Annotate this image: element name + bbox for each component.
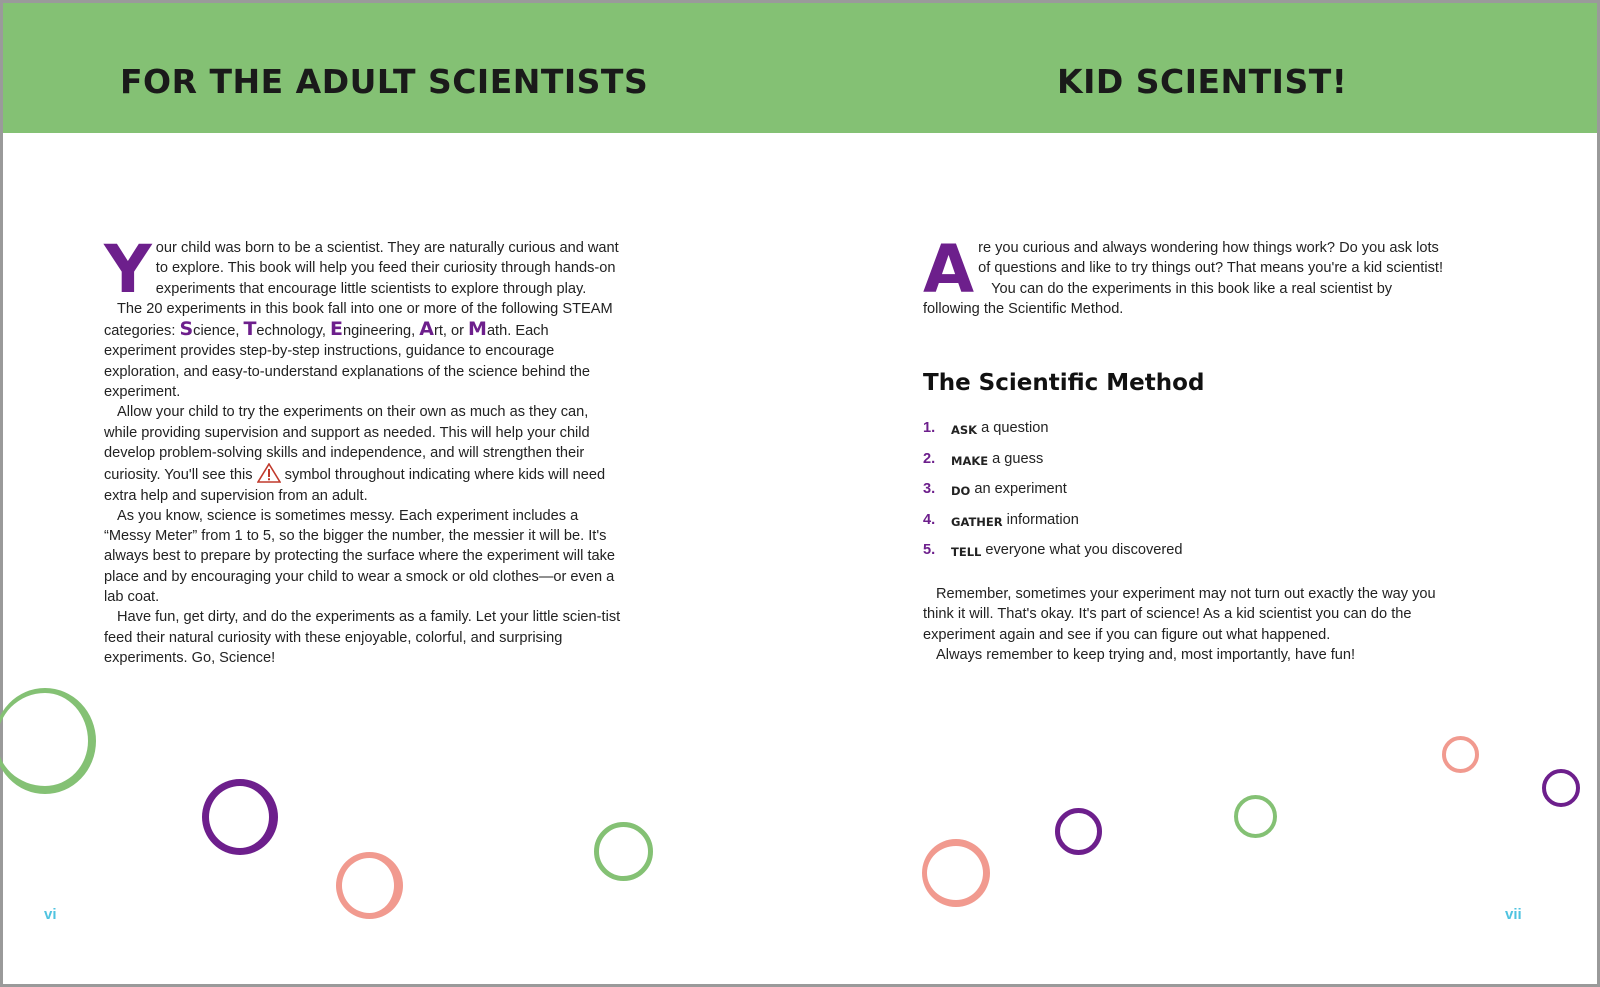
paragraph: Always remember to keep trying and, most… (936, 646, 1356, 663)
green-circle-decoration (0, 688, 96, 794)
list-item: 5. TELL everyone what you discovered (923, 542, 1183, 559)
list-item: 1. ASK a question (923, 420, 1049, 437)
section-heading: The Scientific Method (923, 370, 1205, 396)
scientific-method-steps: 1. ASK a question 2. MAKE a guess 3. DO an exp… (923, 420, 1183, 573)
green-circle-decoration (1234, 795, 1277, 838)
page-number-left: vi (44, 906, 57, 923)
header-band (3, 3, 1597, 133)
pink-circle-decoration (336, 852, 403, 919)
paragraph: Allow your child to try the experiments … (104, 404, 606, 504)
drop-cap: A (923, 231, 975, 308)
purple-circle-decoration (1542, 769, 1580, 807)
right-page-title: KID SCIENTIST! (1057, 62, 1348, 101)
paragraph: Have fun, get dirty, and do the experime… (104, 609, 621, 666)
pink-circle-decoration (1442, 736, 1479, 773)
steam-list: Science, Technology, Engineering, Art, o… (179, 318, 512, 341)
paragraph: The 20 experiments in this book fall int… (104, 300, 613, 401)
warning-triangle-icon (256, 463, 281, 484)
list-item: 4. GATHER information (923, 511, 1079, 529)
page-number-right: vii (1505, 906, 1522, 923)
paragraph: You can do the experiments in this book … (923, 280, 1393, 317)
green-circle-decoration (594, 822, 653, 881)
pink-circle-decoration (922, 839, 990, 907)
purple-circle-decoration (1055, 808, 1102, 855)
right-page-closing: Remember, sometimes your experiment may … (923, 584, 1443, 665)
list-item: 2. MAKE a guess (923, 450, 1044, 468)
paragraph: Remember, sometimes your experiment may … (923, 586, 1436, 643)
paragraph: As you know, science is sometimes messy.… (104, 507, 616, 606)
drop-cap: Y (104, 231, 152, 308)
purple-circle-decoration (202, 779, 278, 855)
left-page-title: FOR THE ADULT SCIENTISTS (120, 62, 649, 101)
list-item: 3. DO an experiment (923, 481, 1067, 498)
